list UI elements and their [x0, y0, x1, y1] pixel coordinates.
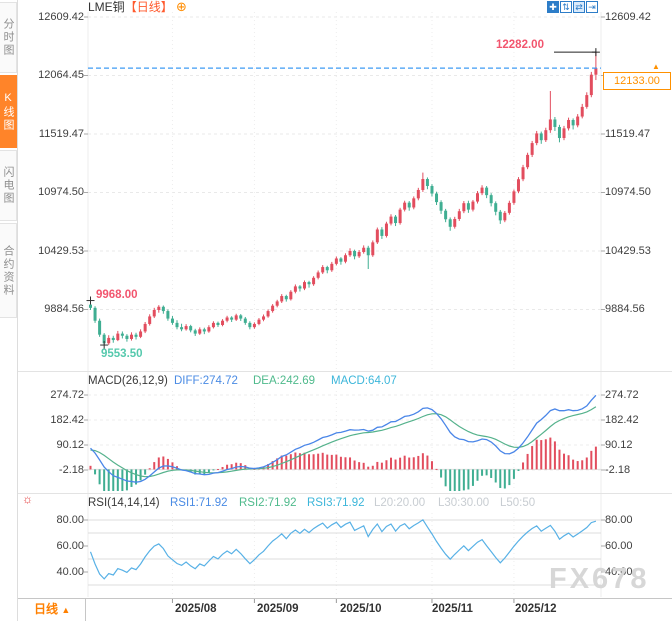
period-selector[interactable]: 日线 ▲: [34, 603, 70, 616]
period-tag: 【日线】: [124, 0, 173, 14]
bottom-bar-separator: [85, 598, 86, 621]
rsi1-value: RSI1:71.92: [170, 497, 228, 509]
sidebar-tab-kline[interactable]: K线图: [0, 75, 17, 148]
watermark: FX678: [549, 563, 650, 595]
macd-axis-label: 182.42: [605, 414, 639, 426]
date-axis-label: 2025/10: [340, 603, 382, 615]
scale-toggle-icon[interactable]: ⇄: [573, 1, 585, 13]
current-price-box: 12133.00: [603, 72, 671, 90]
sidebar-tab-timeline[interactable]: 分时图: [0, 2, 17, 73]
price-axis-label: 10974.50: [605, 186, 651, 198]
date-axis-label: 2025/11: [432, 603, 473, 615]
price-axis-label: 10429.53: [605, 245, 651, 257]
rsi-l30-value: L30:30.00: [438, 497, 490, 509]
price-axis-label: 12064.45: [38, 69, 84, 81]
panel-divider: [18, 493, 672, 494]
rsi-axis-label: 60.00: [605, 540, 633, 552]
macd-axis-label: 274.72: [50, 389, 84, 401]
period-label: 日线: [34, 602, 59, 616]
price-axis-label: 11519.47: [605, 128, 651, 140]
session-high-label: 12282.00: [496, 39, 544, 51]
date-axis-label: 2025/12: [515, 603, 557, 615]
indicator-settings-icon[interactable]: ☼: [22, 492, 33, 506]
rsi-axis-label: 40.00: [605, 566, 633, 578]
panel-divider: [18, 371, 672, 372]
price-axis-label: 10974.50: [38, 186, 84, 198]
date-axis-label: 2025/09: [257, 603, 299, 615]
rsi-l20-value: L20:20.00: [374, 497, 426, 509]
rsi2-value: RSI2:71.92: [239, 497, 297, 509]
rsi3-value: RSI3:71.92: [307, 497, 365, 509]
rsi-axis-label: 60.00: [56, 540, 84, 552]
macd-title: MACD(26,12,9): [88, 375, 168, 387]
macd-dea-value: DEA:242.69: [253, 375, 316, 387]
price-axis-label: 12609.42: [605, 11, 651, 23]
date-axis-label: 2025/08: [175, 603, 217, 615]
low-label: 9553.50: [101, 348, 143, 360]
sidebar: 分时图 K线图 闪电图 合约资料: [0, 0, 18, 621]
axis-zoom-icon[interactable]: ⇅: [560, 1, 572, 13]
price-axis-label: 9884.56: [605, 303, 645, 315]
chevron-up-icon: ▲: [61, 605, 71, 615]
rsi-title: RSI(14,14,14): [88, 497, 160, 509]
rsi-axis-label: 80.00: [56, 514, 84, 526]
price-axis-label: 11519.47: [38, 128, 84, 140]
macd-axis-label: -2.18: [58, 464, 84, 476]
macd-axis-label: 90.12: [605, 439, 633, 451]
pan-crosshair-icon[interactable]: ✚: [547, 1, 559, 13]
sidebar-tab-flash[interactable]: 闪电图: [0, 150, 17, 221]
macd-axis-label: 274.72: [605, 389, 639, 401]
macd-axis-label: 182.42: [50, 414, 84, 426]
macd-hist-value: MACD:64.07: [331, 375, 397, 387]
sidebar-tab-contract[interactable]: 合约资料: [0, 223, 17, 318]
macd-axis-label: 90.12: [56, 439, 84, 451]
chart-title: LME铜【日线】 ⊕: [88, 0, 187, 14]
macd-axis-label: -2.18: [605, 464, 631, 476]
add-indicator-icon[interactable]: ⊕: [176, 0, 187, 14]
rsi-axis-label: 80.00: [605, 514, 633, 526]
symbol-name: LME铜: [88, 0, 125, 14]
price-axis-label: 12609.42: [38, 11, 84, 23]
collapse-panel-icon[interactable]: ⇥: [586, 1, 598, 13]
first-high-label: 9968.00: [96, 289, 138, 301]
price-axis-label: 10429.53: [38, 245, 84, 257]
bottom-bar-divider: [0, 598, 672, 599]
rsi-axis-label: 40.00: [56, 566, 84, 578]
price-arrow-icon: ▲: [652, 62, 660, 71]
macd-diff-value: DIFF:274.72: [174, 375, 238, 387]
price-axis-label: 9884.56: [44, 303, 84, 315]
rsi-l50-value: L50:50: [500, 497, 536, 509]
